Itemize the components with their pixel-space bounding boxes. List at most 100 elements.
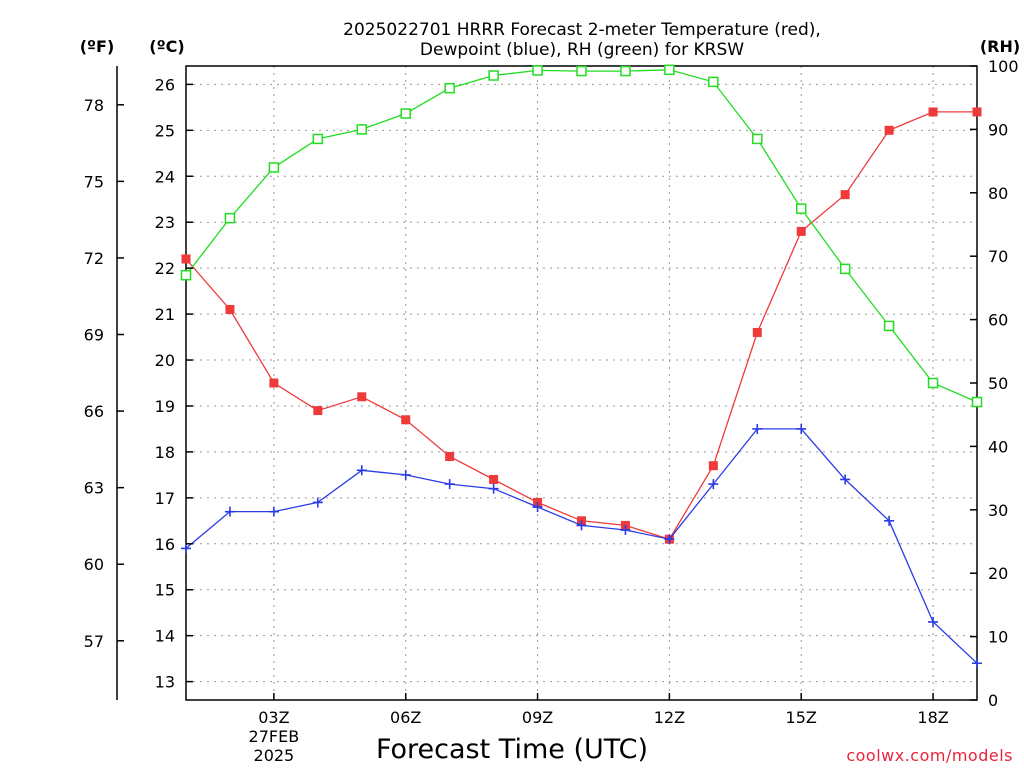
x-tick-label: 15Z	[786, 708, 817, 727]
fahrenheit-tick-label: 78	[84, 96, 104, 115]
temperature-point	[972, 107, 982, 117]
rh-point	[356, 124, 368, 135]
dewpoint-point	[620, 525, 631, 536]
fahrenheit-tick-label: 57	[84, 632, 104, 651]
chart-title-line-1: 2025022701 HRRR Forecast 2-meter Tempera…	[343, 20, 821, 40]
x-tick-sublabel: 27FEB	[249, 727, 300, 746]
rh-point	[971, 396, 983, 408]
rh-tick-label: 40	[988, 437, 1008, 456]
rh-tick-label: 60	[988, 311, 1008, 330]
rh-tick-label: 50	[988, 374, 1008, 393]
rh-point	[927, 377, 939, 389]
series-rh	[180, 64, 983, 408]
temperature-point	[269, 378, 279, 388]
rh-point	[839, 263, 851, 275]
series-layer	[180, 64, 983, 669]
x-tick-label: 06Z	[390, 708, 421, 727]
rh-point	[488, 70, 499, 81]
temperature-point	[225, 304, 235, 314]
fahrenheit-unit-label: (ºF)	[80, 37, 115, 56]
fahrenheit-tick-label: 60	[84, 555, 104, 574]
dewpoint-point	[708, 479, 719, 490]
rh-point	[576, 65, 587, 77]
celsius-tick-label: 24	[155, 167, 175, 186]
temperature-point	[840, 190, 850, 200]
dewpoint-point	[400, 469, 411, 480]
plot-frame	[116, 65, 978, 701]
dewpoint-point	[840, 474, 851, 485]
celsius-tick-label: 26	[155, 75, 175, 94]
celsius-tick-label: 16	[155, 535, 175, 554]
temperature-point	[313, 406, 323, 416]
rh-tick-label: 10	[988, 628, 1008, 647]
fahrenheit-tick-label: 72	[84, 249, 104, 268]
dewpoint-point	[884, 515, 895, 526]
chart-title-line-2: Dewpoint (blue), RH (green) for KRSW	[420, 40, 744, 60]
rh-tick-label: 0	[988, 691, 998, 710]
dewpoint-point	[796, 423, 807, 434]
celsius-unit-label: (ºC)	[149, 37, 184, 56]
dewpoint-point	[356, 465, 367, 476]
x-tick-label: 03Z	[258, 708, 289, 727]
dewpoint-point	[268, 506, 279, 517]
rh-point	[532, 65, 543, 76]
axes-layer: 57 60 63 66 69 72 75 78 13 14 15 16 17 18 19 20 21 22 23 24…	[84, 57, 1019, 765]
dewpoint-point	[444, 479, 455, 490]
rh-tick-label: 100	[988, 57, 1019, 76]
rh-tick-label: 70	[988, 247, 1008, 266]
rh-point	[752, 133, 763, 145]
dewpoint-point	[224, 506, 235, 517]
temperature-point	[708, 461, 718, 471]
source-credit: coolwx.com/models	[846, 746, 1013, 765]
dewpoint-point	[752, 423, 763, 434]
x-tick-label: 18Z	[917, 708, 948, 727]
fahrenheit-tick-label: 69	[84, 326, 104, 345]
dewpoint-point	[928, 616, 939, 627]
celsius-tick-label: 18	[155, 443, 175, 462]
rh-unit-label: (RH)	[980, 37, 1020, 56]
rh-point	[444, 82, 455, 94]
rh-point	[708, 76, 719, 88]
rh-point	[312, 133, 324, 145]
temperature-point	[357, 392, 367, 402]
rh-point	[795, 203, 807, 214]
dewpoint-point	[664, 534, 675, 545]
fahrenheit-tick-label: 63	[84, 479, 104, 498]
temperature-point	[884, 125, 894, 135]
celsius-tick-label: 13	[155, 673, 175, 692]
x-tick-sublabel: 2025	[254, 746, 295, 765]
rh-point	[400, 108, 411, 119]
fahrenheit-tick-label: 75	[84, 172, 104, 191]
celsius-tick-label: 14	[155, 627, 175, 646]
temperature-point	[445, 452, 455, 462]
rh-point	[620, 65, 631, 77]
rh-tick-label: 80	[988, 184, 1008, 203]
temperature-point	[401, 415, 411, 425]
temperature-point	[489, 474, 499, 484]
dewpoint-point	[972, 658, 982, 669]
celsius-tick-label: 22	[155, 259, 175, 278]
celsius-tick-label: 21	[155, 305, 175, 324]
celsius-tick-label: 17	[155, 489, 175, 508]
temperature-line	[185, 111, 977, 540]
dewpoint-point	[488, 483, 499, 494]
rh-tick-label: 20	[988, 564, 1008, 583]
celsius-tick-label: 25	[155, 121, 175, 140]
x-tick-label: 09Z	[522, 708, 553, 727]
temperature-point	[752, 327, 762, 337]
temperature-point	[928, 107, 938, 117]
rh-tick-label: 90	[988, 120, 1008, 139]
series-temperature	[181, 107, 982, 544]
rh-point	[224, 212, 236, 224]
rh-point	[180, 269, 192, 281]
series-dewpoint	[181, 423, 982, 669]
dewpoint-point	[532, 502, 543, 513]
dewpoint-point	[181, 543, 191, 554]
dewpoint-point	[312, 497, 323, 508]
x-axis-label: Forecast Time (UTC)	[376, 734, 648, 765]
grid	[186, 66, 977, 700]
rh-point	[268, 162, 280, 173]
celsius-tick-label: 19	[155, 397, 175, 416]
rh-tick-label: 30	[988, 501, 1008, 520]
